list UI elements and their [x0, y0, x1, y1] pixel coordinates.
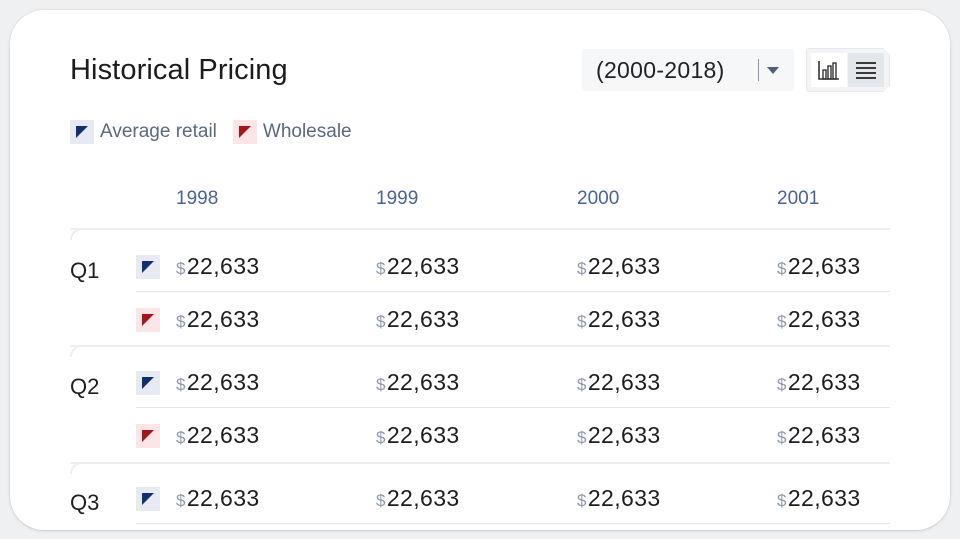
legend-label: Average retail	[100, 121, 217, 142]
table-cell: $22,633	[176, 422, 260, 448]
table-cell: $22,633	[777, 485, 861, 511]
wholesale-swatch-icon	[232, 120, 257, 144]
average-retail-row-icon	[136, 371, 160, 395]
table-cell: $22,633	[577, 422, 661, 448]
historical-pricing-card: Historical Pricing (2000-2018)	[10, 10, 950, 530]
wholesale-row-icon	[136, 424, 160, 448]
legend-item-average-retail: Average retail	[70, 120, 217, 144]
table-cell: $22,633	[777, 306, 861, 332]
year-range-dropdown[interactable]: (2000-2018)	[582, 49, 794, 91]
quarter-label-q3: Q3	[70, 490, 100, 515]
quarter-label-q2: Q2	[70, 374, 100, 399]
column-header-2000: 2000	[577, 188, 620, 209]
table-cell: $22,633	[176, 485, 260, 511]
row-separator	[136, 407, 890, 408]
caret-down-icon[interactable]	[767, 67, 779, 74]
table-view-button[interactable]	[848, 53, 884, 87]
wholesale-row-icon	[136, 308, 160, 332]
column-header-1999: 1999	[376, 188, 419, 209]
legend: Average retail Wholesale	[70, 120, 368, 144]
group-separator	[70, 345, 890, 357]
chart-view-button[interactable]	[811, 53, 847, 87]
view-toggle	[806, 48, 890, 92]
table-cell: $22,633	[176, 369, 260, 395]
legend-label: Wholesale	[262, 121, 352, 142]
legend-item-wholesale: Wholesale	[232, 120, 352, 144]
year-range-value: (2000-2018)	[596, 56, 725, 83]
list-icon	[856, 62, 876, 79]
table-cell: $22,633	[176, 253, 260, 279]
table-cell: $22,633	[176, 306, 260, 332]
average-retail-row-icon	[136, 255, 160, 279]
group-separator	[70, 228, 890, 240]
table-cell: $22,633	[376, 485, 460, 511]
table-cell: $22,633	[376, 253, 460, 279]
average-retail-row-icon	[136, 487, 160, 511]
table-cell: $22,633	[376, 422, 460, 448]
column-header-1998: 1998	[176, 188, 219, 209]
row-separator	[136, 291, 890, 292]
average-retail-swatch-icon	[70, 120, 94, 144]
page-title: Historical Pricing	[70, 54, 288, 86]
table-cell: $22,633	[376, 306, 460, 332]
table-cell: $22,633	[777, 253, 861, 279]
table-cell: $22,633	[577, 485, 661, 511]
table-cell: $22,633	[577, 369, 661, 395]
table-cell: $22,633	[777, 422, 861, 448]
dropdown-divider	[758, 59, 759, 81]
column-header-2001: 2001	[777, 188, 820, 209]
table-cell: $22,633	[577, 306, 661, 332]
bar-chart-icon	[818, 61, 839, 80]
quarter-label-q1: Q1	[70, 258, 100, 283]
group-separator	[70, 462, 890, 474]
table-cell: $22,633	[577, 253, 661, 279]
table-cell: $22,633	[376, 369, 460, 395]
table-cell: $22,633	[777, 369, 861, 395]
row-separator	[136, 523, 890, 524]
